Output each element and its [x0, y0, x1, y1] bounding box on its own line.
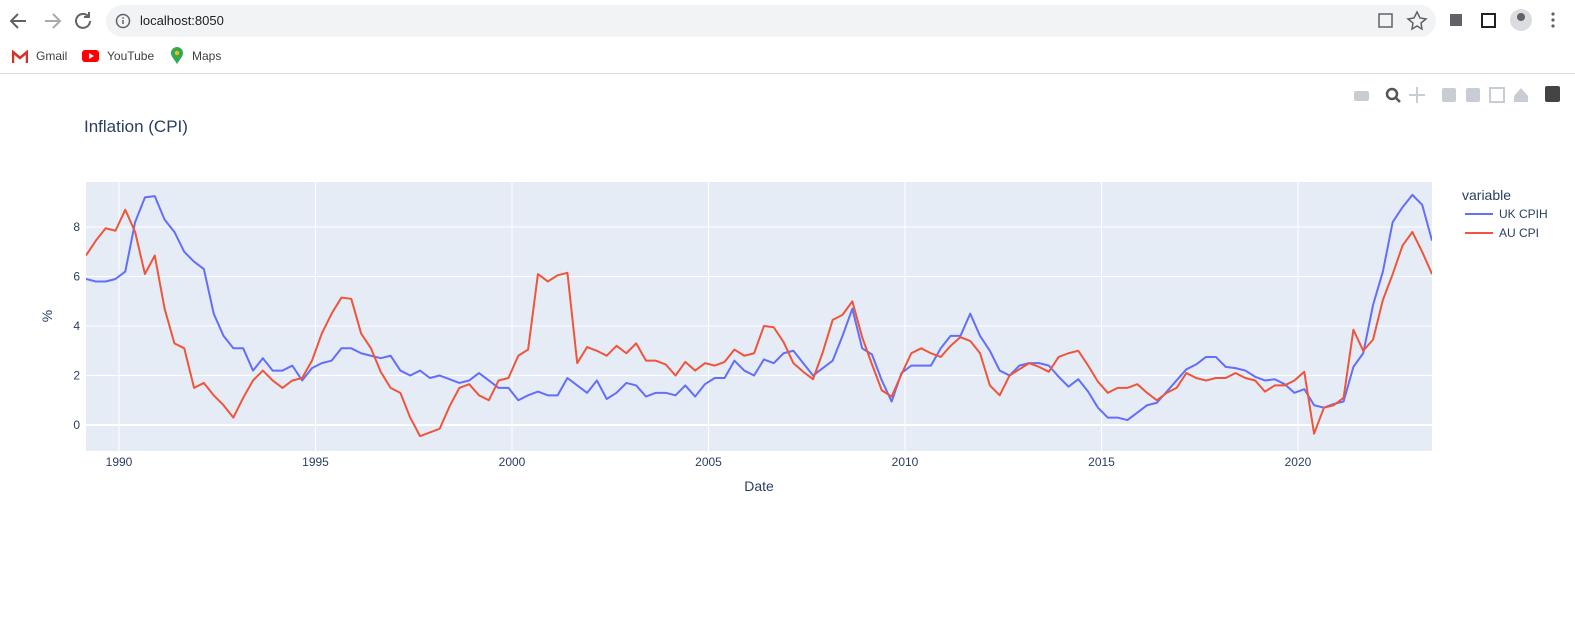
- x-tick-label: 1995: [302, 455, 329, 469]
- plotly-logo[interactable]: [1545, 86, 1560, 102]
- reload-button[interactable]: [75, 12, 91, 29]
- y-tick-label: 6: [73, 270, 80, 284]
- nav-buttons[interactable]: [0, 0, 100, 40]
- x-tick-label: 2005: [695, 455, 722, 469]
- browser-actions[interactable]: [1375, 0, 1565, 40]
- bookmarks-bar: Gmail YouTube Maps: [0, 40, 1575, 74]
- forward-button[interactable]: [45, 13, 62, 29]
- bookmark[interactable]: YouTube: [107, 49, 155, 63]
- info-icon[interactable]: [114, 11, 134, 31]
- zoom-out-button[interactable]: [1466, 88, 1480, 102]
- bookmark[interactable]: Maps: [192, 49, 222, 63]
- x-tick-label: 2010: [892, 455, 919, 469]
- menu-icon[interactable]: [1551, 12, 1555, 16]
- camera-button[interactable]: [1354, 91, 1369, 101]
- y-tick-label: 4: [73, 319, 80, 333]
- autoscale-button[interactable]: [1489, 87, 1505, 103]
- y-tick-label: 2: [73, 369, 80, 383]
- x-tick-label: 1990: [106, 455, 133, 469]
- pan-button[interactable]: [1409, 87, 1425, 103]
- gmail-icon[interactable]: [12, 50, 28, 64]
- sidepanel-icon[interactable]: [1481, 13, 1496, 28]
- plot-area: [86, 182, 1432, 451]
- address-bar[interactable]: [106, 5, 1436, 37]
- chart-title: Inflation (CPI): [84, 117, 188, 136]
- back-button[interactable]: [9, 13, 26, 29]
- zoom-in-button[interactable]: [1442, 88, 1456, 102]
- chart: Inflation (CPI) 1990 1995 2000 2005 2010 2015…: [39, 86, 1560, 494]
- url-text[interactable]: localhost:8050: [140, 13, 224, 28]
- bookmark[interactable]: Gmail: [36, 49, 68, 63]
- legend-label: UK CPIH: [1499, 207, 1548, 221]
- youtube-icon[interactable]: [82, 49, 100, 63]
- share-icon[interactable]: [1378, 13, 1393, 28]
- y-axis-title: %: [39, 310, 55, 322]
- series-line: [86, 208, 1432, 438]
- legend-label: AU CPI: [1499, 226, 1539, 240]
- maps-icon[interactable]: [170, 47, 184, 65]
- modebar[interactable]: [1354, 86, 1560, 103]
- x-axis-title: Date: [744, 478, 774, 494]
- y-tick-label: 0: [73, 418, 80, 432]
- star-icon[interactable]: [1406, 10, 1428, 31]
- browser-toolbar: localhost:8050: [0, 0, 1575, 40]
- zoom-button[interactable]: [1385, 87, 1399, 101]
- series-line: [86, 193, 1432, 422]
- x-tick-label: 2000: [499, 455, 526, 469]
- x-tick-label: 2015: [1088, 455, 1115, 469]
- legend-title: variable: [1462, 187, 1511, 203]
- y-tick-label: 8: [73, 220, 80, 234]
- extensions-icon[interactable]: [1450, 14, 1462, 26]
- reset-button[interactable]: [1514, 88, 1528, 102]
- x-tick-label: 2020: [1285, 455, 1312, 469]
